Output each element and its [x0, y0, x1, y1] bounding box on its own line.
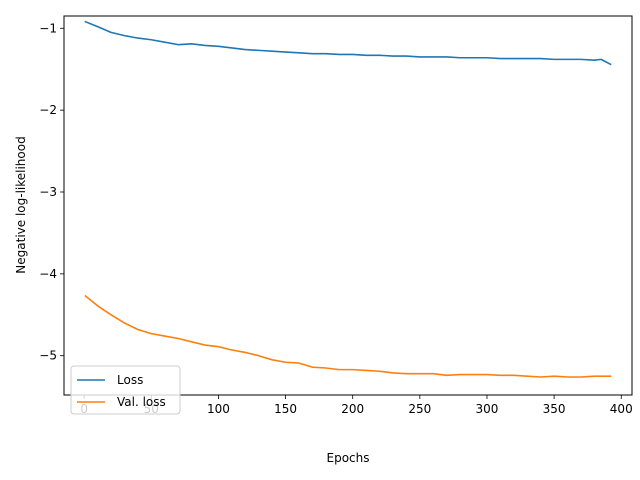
axes-frame [63, 15, 633, 396]
y-tick-label: −1 [39, 21, 57, 35]
series-line-val-loss [84, 294, 612, 378]
y-axis-ticks: −1 −2 −3 −4 −5 [39, 21, 64, 363]
y-tick-label: −3 [39, 185, 57, 199]
y-tick-label: −4 [39, 267, 57, 281]
series-line-loss [84, 20, 612, 66]
x-tick-label: 100 [207, 402, 230, 416]
x-axis-ticks: 050100150200250300350400 [80, 395, 633, 416]
x-tick-label: 200 [341, 402, 364, 416]
x-tick-label: 350 [543, 402, 566, 416]
y-tick-label: −5 [39, 349, 57, 363]
legend-label-val-loss: Val. loss [117, 395, 166, 409]
y-axis-label: Negative log-likelihood [14, 136, 28, 273]
x-tick-label: 400 [610, 402, 633, 416]
legend-label-loss: Loss [117, 373, 143, 387]
y-tick-label: −2 [39, 103, 57, 117]
x-tick-label: 250 [408, 402, 431, 416]
x-axis-label: Epochs [327, 451, 370, 465]
x-tick-label: 300 [476, 402, 499, 416]
x-tick-label: 150 [274, 402, 297, 416]
plot-area [84, 20, 612, 378]
legend: Loss Val. loss [70, 365, 181, 415]
